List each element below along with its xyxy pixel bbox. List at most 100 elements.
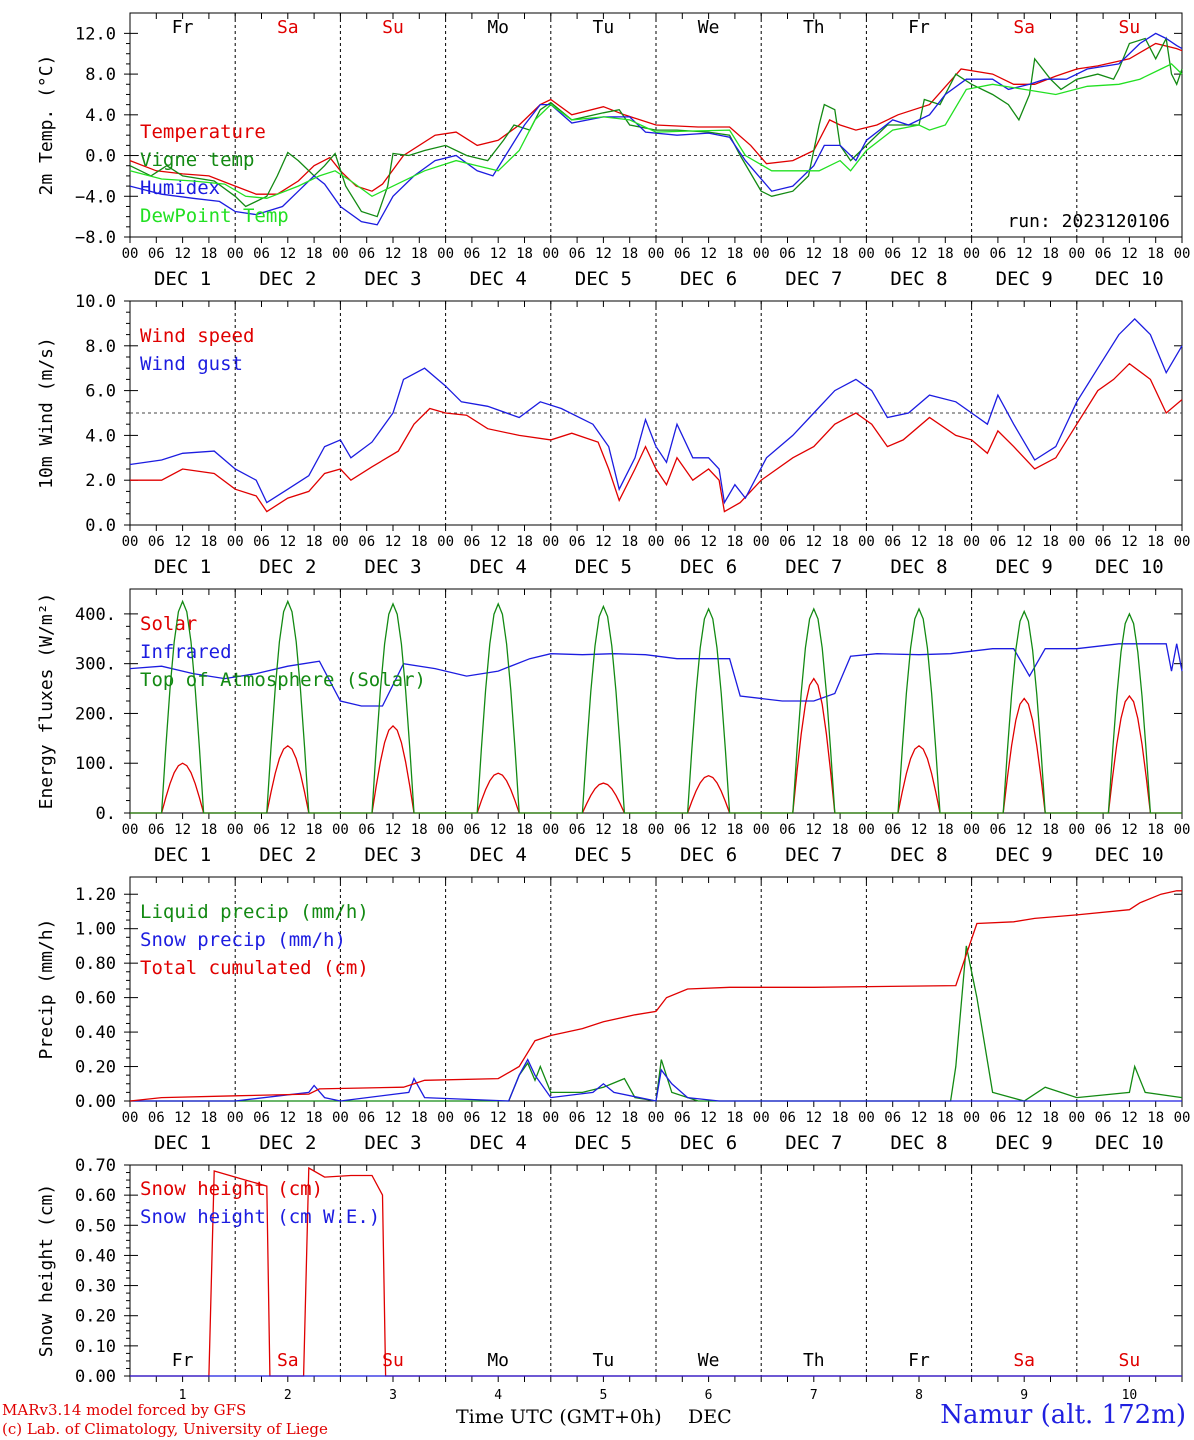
y-tick-label: 1.00 — [75, 920, 116, 940]
y-tick-label: 0.30 — [75, 1277, 116, 1297]
hour-tick-label: 06 — [884, 1110, 901, 1126]
lab-credit: (c) Lab. of Climatology, University of L… — [2, 1420, 328, 1438]
hour-tick-label: 18 — [726, 1110, 743, 1126]
series-line-red — [130, 1166, 1182, 1377]
y-axis-label: 10m Wind (m/s) — [36, 337, 57, 489]
hour-tick-label: 06 — [989, 1110, 1006, 1126]
hour-tick-label: 12 — [490, 1110, 507, 1126]
legend-entry: Wind speed — [140, 325, 254, 347]
date-label: DEC 6 — [680, 556, 737, 578]
hour-tick-label: 18 — [306, 534, 323, 550]
legend-entry: Total cumulated (cm) — [140, 957, 369, 979]
hour-tick-label: 00 — [858, 822, 875, 838]
date-label: DEC 7 — [785, 556, 842, 578]
y-tick-label: −8.0 — [75, 228, 116, 248]
hour-tick-label: 00 — [648, 1110, 665, 1126]
hour-tick-label: 00 — [1174, 1110, 1191, 1126]
hour-tick-label: 12 — [1016, 822, 1033, 838]
hour-tick-label: 06 — [989, 822, 1006, 838]
hour-tick-label: 12 — [1121, 822, 1138, 838]
date-label: DEC 8 — [890, 556, 947, 578]
y-tick-label: 8.0 — [85, 65, 116, 85]
hour-tick-label: 00 — [227, 534, 244, 550]
hour-tick-label: 12 — [595, 822, 612, 838]
weekday-label: We — [698, 17, 720, 38]
hour-tick-label: 06 — [253, 822, 270, 838]
hour-tick-label: 18 — [726, 822, 743, 838]
hour-tick-label: 00 — [542, 1110, 559, 1126]
date-label: DEC 10 — [1095, 1132, 1164, 1154]
legend-entry: Snow height (cm W.E.) — [140, 1206, 380, 1228]
hour-tick-label: 00 — [122, 534, 139, 550]
day-number-label: 5 — [599, 1388, 607, 1403]
hour-tick-label: 00 — [1068, 246, 1085, 262]
hour-tick-label: 18 — [411, 246, 428, 262]
series-line-green — [129, 36, 1183, 218]
date-label: DEC 2 — [259, 268, 316, 290]
weekday-label: Th — [803, 17, 825, 38]
run-annotation: run: 2023120106 — [1007, 211, 1170, 232]
hour-tick-label: 12 — [385, 246, 402, 262]
hour-tick-label: 12 — [490, 822, 507, 838]
hour-tick-label: 00 — [542, 822, 559, 838]
hour-tick-label: 06 — [569, 822, 586, 838]
hour-tick-label: 12 — [805, 246, 822, 262]
hour-tick-label: 12 — [700, 822, 717, 838]
hour-tick-label: 00 — [227, 822, 244, 838]
hour-tick-label: 00 — [753, 822, 770, 838]
hour-tick-label: 00 — [437, 1110, 454, 1126]
hour-tick-label: 18 — [621, 1110, 638, 1126]
hour-tick-label: 00 — [437, 822, 454, 838]
date-label: DEC 9 — [996, 1132, 1053, 1154]
y-tick-label: 6.0 — [85, 382, 116, 402]
hour-tick-label: 06 — [358, 246, 375, 262]
date-label: DEC 1 — [154, 268, 211, 290]
panel-energy: 0. 100. 200. 300. 400. Energy fluxes (W/m²) So… — [36, 588, 1190, 866]
hour-tick-label: 06 — [884, 822, 901, 838]
hour-tick-label: 00 — [1068, 822, 1085, 838]
hour-tick-label: 18 — [937, 1110, 954, 1126]
y-tick-label: 0.00 — [75, 1092, 116, 1112]
series-line-blue — [129, 643, 1183, 707]
day-number-label: 2 — [284, 1388, 292, 1403]
legend-entry: DewPoint Temp — [140, 205, 289, 227]
hour-tick-label: 06 — [463, 246, 480, 262]
series-line-green — [130, 945, 1183, 1102]
hour-tick-label: 12 — [700, 1110, 717, 1126]
weekday-label: Sa — [1013, 17, 1035, 38]
hour-tick-label: 00 — [648, 822, 665, 838]
hour-tick-label: 12 — [174, 534, 191, 550]
hour-tick-label: 06 — [463, 822, 480, 838]
date-label: DEC 7 — [785, 1132, 842, 1154]
day-number-label: 7 — [810, 1388, 818, 1403]
hour-tick-label: 12 — [911, 246, 928, 262]
weekday-label: Fr — [908, 1350, 930, 1371]
hour-tick-label: 00 — [227, 1110, 244, 1126]
y-tick-label: 100. — [75, 754, 116, 774]
hour-tick-label: 18 — [1042, 534, 1059, 550]
hour-tick-label: 18 — [937, 534, 954, 550]
day-number-label: 9 — [1020, 1388, 1028, 1403]
hour-tick-label: 18 — [1042, 1110, 1059, 1126]
hour-tick-label: 06 — [569, 1110, 586, 1126]
series-line-blue — [129, 317, 1183, 505]
hour-tick-label: 18 — [411, 1110, 428, 1126]
hour-tick-label: 00 — [648, 246, 665, 262]
legend-entry: Humidex — [140, 177, 220, 199]
y-tick-label: 0.0 — [85, 516, 116, 536]
model-credit: MARv3.14 model forced by GFS — [2, 1401, 247, 1419]
y-tick-label: 0.20 — [75, 1307, 116, 1327]
hour-tick-label: 06 — [884, 534, 901, 550]
date-label: DEC 5 — [575, 844, 632, 866]
day-number-label: 4 — [494, 1388, 502, 1403]
date-label: DEC 4 — [470, 1132, 527, 1154]
date-label: DEC 6 — [680, 268, 737, 290]
hour-tick-label: 18 — [1147, 822, 1164, 838]
hour-tick-label: 06 — [779, 1110, 796, 1126]
hour-tick-label: 00 — [122, 1110, 139, 1126]
date-label: DEC 2 — [259, 1132, 316, 1154]
series-line-lightgreen — [129, 63, 1183, 199]
weekday-label: Mo — [487, 17, 509, 38]
date-label: DEC 5 — [575, 268, 632, 290]
weekday-label: Fr — [908, 17, 930, 38]
